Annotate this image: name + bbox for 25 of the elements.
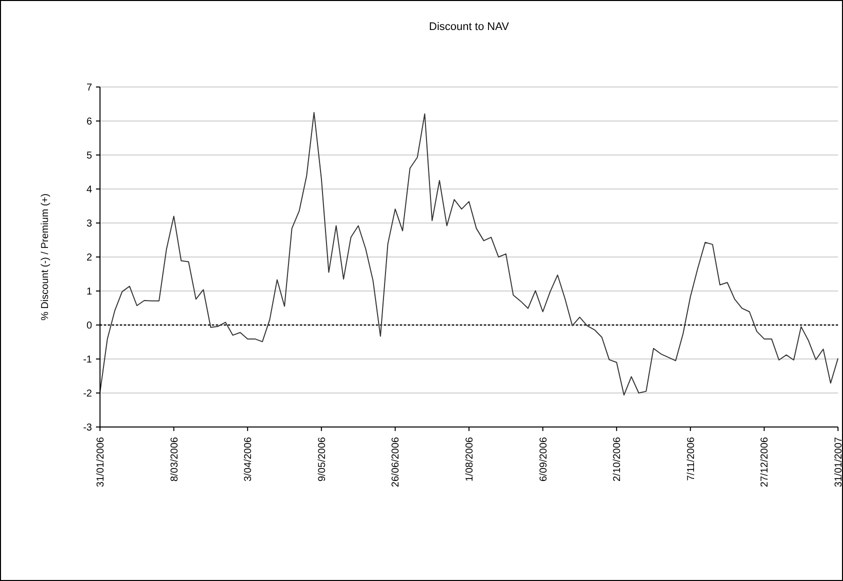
y-tick-label: 0 — [86, 320, 92, 332]
x-tick-label: 8/03/2006 — [169, 436, 180, 482]
x-tick-label: 31/01/2006 — [96, 436, 106, 488]
line-series — [100, 112, 838, 396]
x-tick-label: 7/11/2006 — [686, 436, 697, 481]
x-tick-label: 31/01/2007 — [834, 436, 843, 488]
y-tick-label: -2 — [83, 388, 92, 400]
x-tick-label: 27/12/2006 — [760, 436, 771, 488]
y-axis-title: % Discount (-) / Premium (+) — [40, 194, 51, 320]
y-tick-label: 7 — [86, 82, 92, 94]
x-tick-label: 6/09/2006 — [538, 436, 550, 482]
y-tick-label: -1 — [83, 354, 92, 366]
y-tick-label: 1 — [86, 286, 92, 298]
y-tick-label: -3 — [83, 422, 92, 434]
y-tick-label: 5 — [86, 150, 92, 162]
x-tick-label: 26/06/2006 — [390, 436, 402, 488]
y-tick-label: 6 — [86, 116, 92, 128]
y-tick-label: 4 — [86, 184, 92, 196]
x-tick-label: 9/05/2006 — [316, 436, 328, 482]
y-tick-label: 2 — [86, 252, 92, 264]
x-tick-label: 2/10/2006 — [612, 436, 624, 482]
x-tick-label: 1/08/2006 — [464, 436, 476, 482]
x-tick-label: 3/04/2006 — [243, 436, 254, 482]
y-tick-label: 3 — [86, 218, 92, 230]
chart-title: Discount to NAV — [429, 21, 510, 33]
